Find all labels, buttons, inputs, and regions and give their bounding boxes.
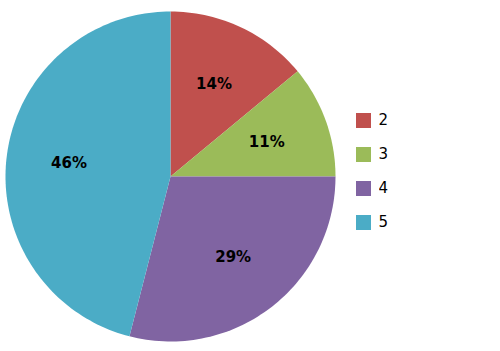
html-text:4: 4 xyxy=(378,178,388,197)
svg-text:29%: 29% xyxy=(215,248,251,266)
html-text:3: 3 xyxy=(378,144,388,163)
svg-text:11%: 11% xyxy=(249,132,285,150)
svg-text:46%: 46% xyxy=(51,154,87,172)
html-text:5: 5 xyxy=(378,212,388,231)
svg-text:14%: 14% xyxy=(196,74,232,92)
html-text:2: 2 xyxy=(378,110,388,129)
